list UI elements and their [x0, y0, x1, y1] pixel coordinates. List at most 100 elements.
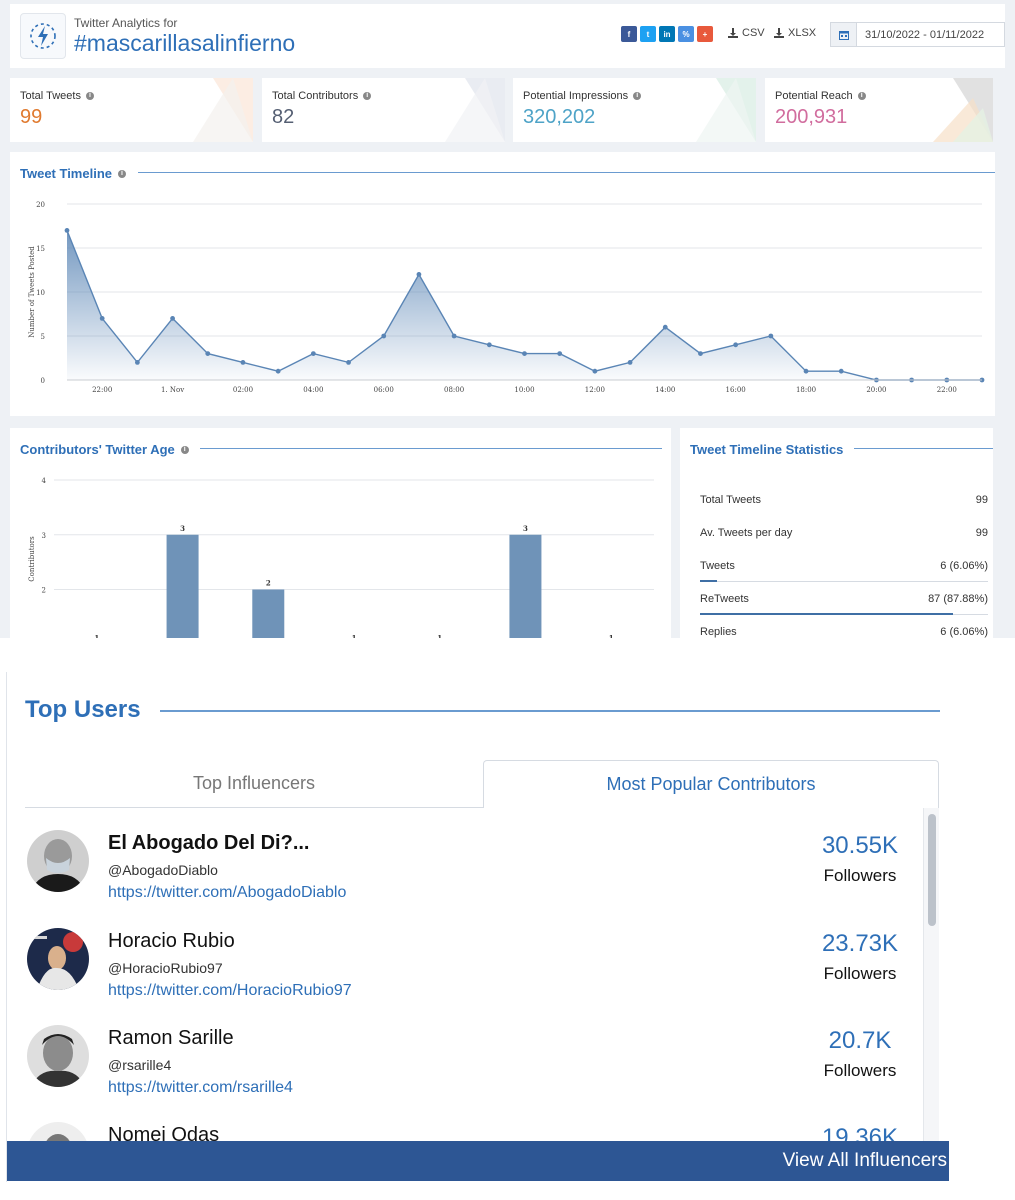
user-profile-link[interactable]: https://twitter.com/AbogadoDiablo [108, 884, 347, 901]
data-point [134, 360, 140, 365]
title-divider [854, 448, 993, 449]
linkedin-icon[interactable]: in [659, 26, 675, 42]
list-item[interactable]: Horacio Rubio @HoracioRubio97 https://tw… [25, 906, 915, 1002]
top-users-section: Top Users Top Influencers Most Popular C… [6, 672, 1006, 1182]
stats-value: 6 (6.06%) [940, 560, 988, 572]
title-divider [138, 172, 995, 173]
twitter-icon[interactable]: t [640, 26, 656, 42]
stats-row: Replies 6 (6.06%) [700, 626, 988, 638]
link-icon[interactable]: % [678, 26, 694, 42]
stats-value: 99 [975, 527, 988, 539]
y-tick-label: 5 [41, 333, 45, 341]
stats-value: 87 (87.88%) [928, 593, 988, 605]
timeline-stats-title: Tweet Timeline Statistics [690, 442, 844, 457]
plus-icon[interactable]: + [697, 26, 713, 42]
data-point [627, 360, 633, 365]
scrollbar[interactable] [923, 808, 939, 1148]
user-profile-link[interactable]: https://twitter.com/rsarille4 [108, 1079, 293, 1096]
report-subtitle: Twitter Analytics for [74, 16, 178, 30]
data-point [662, 324, 668, 330]
stats-row: ReTweets 87 (87.88%) [700, 593, 988, 615]
data-point [451, 333, 457, 339]
data-point [381, 333, 387, 339]
user-list: El Abogado Del Di?... @AbogadoDiablo htt… [25, 808, 939, 1148]
data-point [99, 316, 105, 321]
stats-value: 99 [975, 494, 988, 506]
stats-label: ReTweets [700, 593, 749, 605]
kpi-label: Total Tweets [20, 90, 81, 102]
date-range-picker[interactable]: 31/10/2022 - 01/11/2022 [830, 22, 1005, 47]
user-name: Ramon Sarille [108, 1027, 234, 1049]
top-users-title: Top Users [25, 696, 141, 723]
x-tick-label: 04:00 [303, 386, 323, 394]
hashtag-title: #mascarillasalinfierno [74, 30, 296, 56]
x-tick-label: 1. Nov [161, 386, 184, 394]
x-tick-label: 16:00 [726, 386, 746, 394]
data-point [768, 333, 774, 339]
data-point [698, 351, 703, 356]
logo [20, 13, 66, 59]
contributors-age-title: Contributors' Twitter Age i [20, 442, 189, 457]
kpi-value: 320,202 [523, 106, 596, 128]
data-label: 1 [94, 633, 99, 638]
info-icon[interactable]: i [857, 92, 866, 100]
view-all-influencers-button[interactable]: View All Influencers [7, 1141, 949, 1181]
x-tick-label: 12:00 [585, 386, 605, 394]
data-label: 1 [437, 633, 442, 638]
x-tick-label: 20:00 [866, 386, 886, 394]
x-tick-label: 22:00 [92, 386, 112, 394]
card-decoration [445, 78, 505, 142]
kpi-label: Potential Reach [775, 90, 853, 102]
facebook-icon[interactable]: f [621, 26, 637, 42]
data-point [170, 316, 175, 321]
area-fill [67, 230, 982, 380]
data-point [486, 342, 492, 348]
csv-download-button[interactable]: CSV [728, 27, 765, 39]
tweet-timeline-chart: 0 5 10 15 20 Number of Tweets Posted 22:00 1. N… [28, 201, 985, 394]
user-handle: @HoracioRubio97 [108, 960, 223, 976]
title-divider [160, 710, 940, 712]
y-tick-label: 15 [36, 245, 45, 253]
card-decoration [933, 78, 993, 142]
y-tick-label: 0 [41, 377, 45, 385]
info-icon[interactable]: i [633, 92, 642, 100]
kpi-value: 200,931 [775, 106, 848, 128]
date-range-value: 31/10/2022 - 01/11/2022 [865, 28, 985, 41]
stats-row: Tweets 6 (6.06%) [700, 560, 988, 582]
y-tick-label: 10 [36, 289, 45, 297]
list-item[interactable]: El Abogado Del Di?... @AbogadoDiablo htt… [25, 808, 915, 904]
x-tick-label: 10:00 [514, 386, 534, 394]
tab-top-influencers[interactable]: Top Influencers [25, 760, 483, 808]
stats-label: Total Tweets [700, 494, 761, 506]
user-profile-link[interactable]: https://twitter.com/HoracioRubio97 [108, 982, 352, 999]
list-item[interactable]: Ramon Sarille @rsarille4 https://twitter… [25, 1003, 915, 1099]
info-icon[interactable]: i [363, 92, 372, 100]
followers-label: Followers [823, 1061, 897, 1080]
scrollbar-thumb[interactable] [928, 814, 936, 926]
info-icon[interactable]: i [85, 92, 94, 100]
card-decoration [193, 78, 253, 142]
user-name: Nomei Odas [108, 1124, 220, 1146]
lightning-icon [30, 23, 56, 49]
kpi-total-contributors: Total Contributors i 82 [262, 78, 505, 142]
data-point [310, 351, 316, 356]
xlsx-download-button[interactable]: XLSX [774, 27, 816, 39]
followers-label: Followers [823, 964, 897, 983]
follower-count: 23.73K [821, 930, 899, 957]
info-icon[interactable]: i [118, 169, 126, 178]
download-icon [774, 28, 784, 38]
x-tick-label: 14:00 [655, 386, 675, 394]
bar [252, 589, 285, 638]
data-point [346, 360, 351, 365]
stats-value: 6 (6.06%) [940, 626, 988, 638]
info-icon[interactable]: i [180, 445, 189, 454]
tweet-timeline-panel: Tweet Timeline i 0 5 10 15 20 Number of Tweet… [10, 152, 995, 416]
stats-label: Tweets [700, 560, 735, 572]
x-tick-label: 22:00 [937, 386, 957, 394]
stats-label: Replies [700, 626, 737, 638]
y-tick-label: 20 [36, 201, 45, 209]
x-tick-label: 02:00 [233, 386, 253, 394]
tab-most-popular-contributors[interactable]: Most Popular Contributors [483, 760, 939, 808]
user-name: Horacio Rubio [108, 930, 235, 952]
kpi-value: 99 [20, 106, 43, 128]
